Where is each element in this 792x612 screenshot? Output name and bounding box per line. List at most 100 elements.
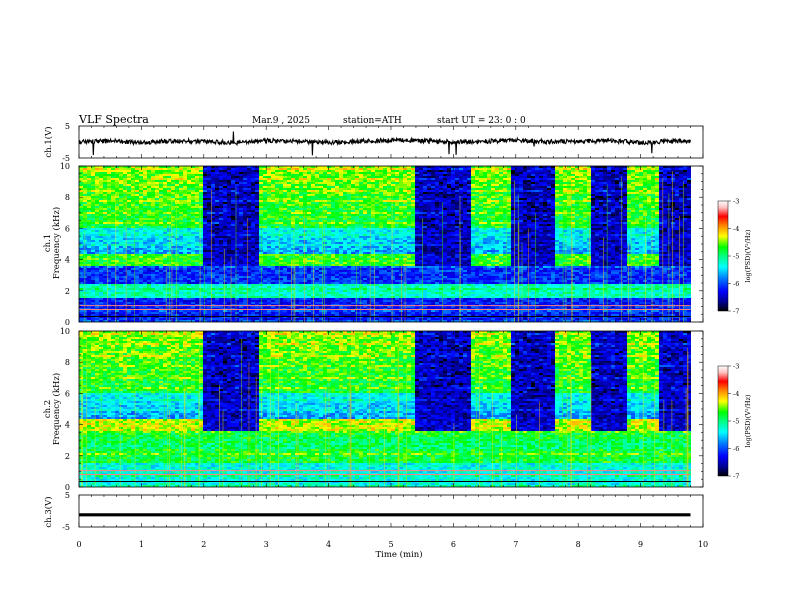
spectrogram-cell [587,198,592,201]
spectrogram-cell [643,190,648,193]
spectrogram-cell [239,190,244,193]
spectrogram-cell [335,186,340,189]
spectrogram-cell [327,222,332,225]
spectrogram-cell [483,226,488,229]
spectrogram-cell [303,200,308,203]
spectrogram-cell [615,176,620,179]
spectrogram-cell [139,216,144,219]
spectrogram-cell [227,220,232,223]
spectrogram-cell [319,202,324,205]
spectrogram-cell [343,166,348,169]
spectrogram-cell [339,194,344,197]
spectrogram-cell [463,188,468,191]
spectrogram-cell [439,180,444,183]
spectrogram-cell [659,222,664,225]
spectrogram-cell [663,208,668,211]
spectrogram-cell [87,196,92,199]
spectrogram-cell [243,192,248,195]
spectrogram-cell [675,216,680,219]
spectrogram-cell [671,166,676,169]
spectrogram-cell [315,188,320,191]
spectrogram-cell [631,188,636,191]
spectrogram-cell [575,190,580,193]
spectrogram-cell [647,208,652,211]
spectrogram-cell [79,180,84,183]
spectrogram-cell [195,170,200,173]
spectrogram-cell [523,208,528,211]
spectrogram-cell [591,166,596,169]
spectrogram-cell [543,192,548,195]
spectrogram-cell [571,208,576,211]
spectrogram-cell [427,220,432,223]
spectrogram-cell [351,166,356,169]
spectrogram-cell [463,204,468,207]
spectrogram-cell [455,166,460,169]
spectrogram-cell [255,178,260,181]
spectrogram-cell [591,214,596,217]
spectrogram-cell [563,200,568,203]
spectrogram-cell [635,174,640,177]
spectrogram-cell [87,186,92,189]
spectrogram-cell [99,198,104,201]
spectrogram-cell [215,222,220,225]
spectrogram-cell [491,182,496,185]
spectrogram-cell [551,196,556,199]
spectrogram-cell [571,198,576,201]
spectrogram-cell [255,202,260,205]
spectrogram-cell [127,196,132,199]
spectrogram-cell [243,198,248,201]
spectrogram-cell [639,224,644,227]
spectrogram-cell [479,198,484,201]
spectrogram-cell [623,222,628,225]
spectrogram-cell [407,192,412,195]
spectrogram-cell [643,204,648,207]
spectrogram-cell [699,200,703,203]
spectrogram-cell [335,224,340,227]
spectrogram-cell [503,192,508,195]
spectrogram-cell [551,182,556,185]
spectrogram-cell [547,202,552,205]
spectrogram-cell [175,212,180,215]
spectrogram-cell [455,222,460,225]
spectrogram-cell [555,224,560,227]
spectrogram-cell [355,220,360,223]
spectrogram-cell [519,180,524,183]
spectrogram-cell [555,208,560,211]
spectrogram-cell [291,194,296,197]
spectrogram-cell [347,216,352,219]
spectrogram-cell [415,174,420,177]
spectrogram-cell [499,216,504,219]
spectrogram-cell [635,216,640,219]
spectrogram-cell [243,220,248,223]
spectrogram-cell [619,188,624,191]
spectrogram-cell [175,176,180,179]
spectrogram-cell [579,206,584,209]
spectrogram-cell [415,190,420,193]
spectrogram-cell [343,208,348,211]
spectrogram-cell [595,206,600,209]
spectrogram-cell [255,166,260,169]
spectrogram-cell [79,188,84,191]
spectrogram-cell [247,192,252,195]
spectrogram-cell [447,222,452,225]
spectrogram-cell [87,180,92,183]
spectrogram-cell [563,222,568,225]
spectrogram-cell [699,226,703,229]
spectrogram-cell [471,224,476,227]
spectrogram-cell [527,200,532,203]
spectrogram-cell [191,212,196,215]
spectrogram-cell [307,204,312,207]
spectrogram-cell [687,174,692,177]
spectrogram-cell [695,224,700,227]
spectrogram-cell [291,212,296,215]
spectrogram-cell [411,202,416,205]
spectrogram-cell [227,192,232,195]
spectrogram-cell [619,218,624,221]
spectrogram-cell [647,220,652,223]
spectrogram-cell [495,220,500,223]
spectrogram-cell [667,184,672,187]
spectrogram-cell [223,206,228,209]
spectrogram-cell [631,220,636,223]
spectrogram-cell [171,206,176,209]
spectrogram-cell [351,168,356,171]
